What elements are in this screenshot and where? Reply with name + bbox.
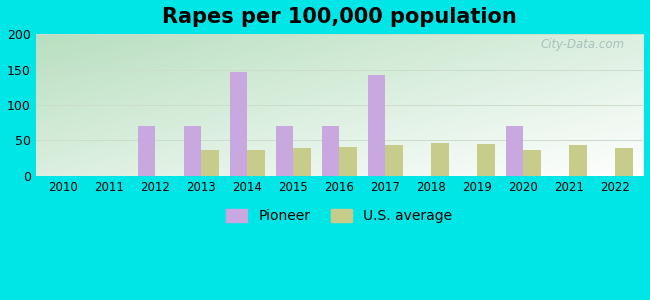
Bar — [432, 143, 449, 176]
Bar — [339, 147, 357, 176]
Bar — [248, 150, 265, 176]
Bar — [138, 126, 155, 176]
Bar — [569, 145, 587, 176]
Title: Rapes per 100,000 population: Rapes per 100,000 population — [162, 7, 517, 27]
Legend: Pioneer, U.S. average: Pioneer, U.S. average — [221, 203, 458, 229]
Bar — [184, 126, 202, 176]
Bar — [276, 126, 293, 176]
Text: City-Data.com: City-Data.com — [541, 38, 625, 51]
Bar — [322, 126, 339, 176]
Bar — [477, 144, 495, 176]
Bar — [202, 150, 219, 176]
Bar — [385, 145, 403, 176]
Bar — [230, 72, 248, 176]
Bar — [368, 75, 385, 176]
Bar — [616, 148, 633, 176]
Bar — [506, 126, 523, 176]
Bar — [523, 150, 541, 176]
Bar — [293, 148, 311, 176]
